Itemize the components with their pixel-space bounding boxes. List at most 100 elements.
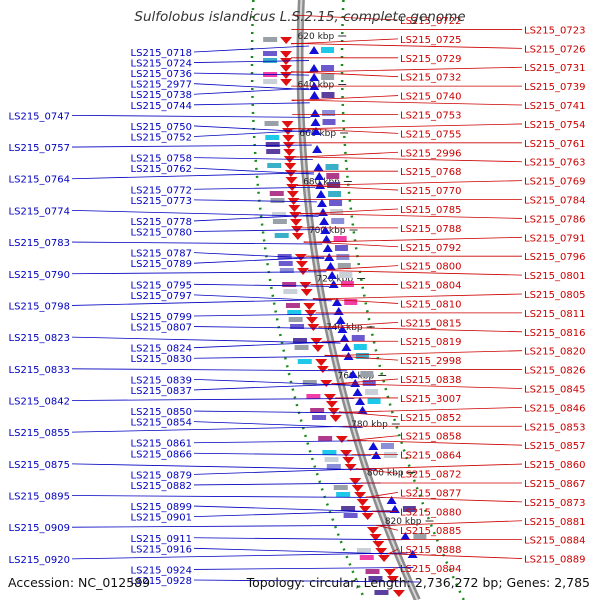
reverse-gene-arrow [312, 145, 323, 153]
gene-feature-block [324, 457, 339, 462]
gene-feature-block [321, 74, 335, 80]
forward-gene-arrow [295, 261, 308, 268]
label-connector-right [318, 321, 399, 328]
gene-label-right: LS215_0845 [524, 384, 585, 395]
label-connector-left [193, 452, 372, 456]
forward-gene-arrow [280, 72, 293, 79]
gene-label-left: LS215_0750 [131, 122, 192, 133]
gene-label-right: LS215_0864 [400, 451, 461, 462]
forward-gene-arrow [383, 569, 396, 576]
gene-label-right: LS215_0786 [524, 214, 585, 225]
forward-gene-arrow [280, 79, 293, 86]
label-connector-right [291, 99, 523, 106]
label-connector-left [193, 60, 310, 63]
gene-label-right: LS215_0784 [524, 196, 585, 207]
gene-feature-block [264, 121, 279, 126]
gene-label-right: LS215_0731 [524, 63, 585, 74]
gene-feature-block [297, 359, 312, 364]
gene-feature-block [333, 485, 348, 490]
label-connector-right [296, 184, 399, 191]
forward-gene-arrow [291, 233, 304, 240]
gene-label-right: LS215_0884 [524, 536, 585, 547]
topology-text: Topology: circular; Length: 2,736,272 bp… [246, 575, 590, 590]
gene-feature-block [344, 299, 358, 305]
label-connector-left [71, 368, 348, 372]
gene-label-left: LS215_0866 [131, 449, 192, 460]
reverse-gene-arrow [313, 163, 324, 171]
label-connector-left [193, 125, 312, 133]
label-connector-left [193, 72, 310, 76]
forward-gene-arrow [310, 338, 323, 345]
gene-label-right: LS215_0770 [400, 186, 461, 197]
gene-feature-block [306, 394, 321, 399]
label-connector-right [312, 298, 399, 304]
gene-feature-block [302, 380, 317, 385]
gene-feature-block [282, 282, 297, 287]
reverse-gene-arrow [324, 253, 335, 261]
forward-gene-arrow [356, 499, 369, 506]
gene-label-right: LS215_0804 [400, 281, 461, 292]
label-connector-right [300, 208, 399, 215]
reverse-gene-arrow [333, 307, 344, 315]
reverse-gene-arrow [341, 343, 352, 351]
forward-gene-arrow [323, 394, 336, 401]
label-connector-left [193, 482, 381, 486]
reverse-gene-arrow [316, 199, 327, 207]
forward-gene-arrow [281, 121, 294, 128]
gene-feature-block [374, 590, 389, 595]
forward-gene-arrow [366, 527, 379, 534]
label-connector-left [71, 299, 332, 306]
gene-label-left: LS215_0790 [9, 270, 70, 281]
gene-label-right: LS215_0726 [524, 44, 585, 55]
label-connector-left [71, 495, 386, 498]
gene-label-right: LS215_0857 [524, 441, 585, 452]
gene-feature-block [294, 345, 309, 350]
label-connector-left [193, 252, 325, 260]
gene-label-left: LS215_0783 [9, 238, 70, 249]
forward-gene-arrow [303, 303, 316, 310]
reverse-gene-arrow [328, 280, 339, 288]
label-connector-left [193, 468, 376, 475]
gene-label-right: LS215_0826 [524, 366, 585, 377]
gene-label-right: LS215_0885 [400, 526, 461, 537]
label-connector-left [193, 567, 414, 570]
gene-label-left: LS215_0830 [131, 354, 192, 365]
map-title: Sulfolobus islandicus L.S.2.15, complete… [134, 9, 466, 25]
forward-gene-arrow [359, 506, 372, 513]
label-connector-right [291, 42, 523, 49]
label-connector-right [356, 468, 399, 474]
gene-feature-block [353, 344, 367, 350]
gene-feature-block [293, 338, 308, 343]
gene-label-left: LS215_0824 [131, 344, 192, 355]
label-connector-right [365, 496, 523, 503]
gene-label-right: LS215_0860 [524, 460, 585, 471]
gene-label-right: LS215_0753 [400, 110, 461, 121]
gene-feature-block [343, 513, 358, 518]
gene-label-left: LS215_0773 [131, 196, 192, 207]
label-connector-left [193, 579, 420, 583]
gene-label-left: LS215_0882 [131, 481, 192, 492]
label-connector-left [193, 313, 335, 317]
gene-label-right: LS215_0792 [400, 243, 461, 254]
gene-feature-block [269, 191, 284, 196]
gene-feature-block [278, 261, 293, 266]
gene-labels: LS215_0718LS215_0724LS215_0736LS215_2977… [9, 16, 586, 587]
gene-label-left: LS215_0797 [131, 291, 192, 302]
gene-label-right: LS215_0880 [400, 507, 461, 518]
gene-feature-block [328, 191, 342, 197]
forward-gene-arrow [283, 149, 296, 156]
gene-feature-block [331, 218, 345, 224]
reverse-gene-arrow [343, 352, 354, 360]
gene-feature-block [322, 450, 337, 455]
gene-feature-block [365, 389, 379, 395]
gene-label-left: LS215_0837 [131, 386, 192, 397]
gene-label-left: LS215_0774 [9, 206, 70, 217]
gene-label-right: LS215_0852 [400, 413, 461, 424]
label-connector-left [193, 214, 319, 222]
forward-gene-arrow [299, 282, 312, 289]
gene-label-left: LS215_0789 [131, 259, 192, 270]
forward-gene-arrow [305, 317, 318, 324]
gene-label-left: LS215_0842 [9, 396, 70, 407]
label-connector-left [71, 271, 327, 275]
